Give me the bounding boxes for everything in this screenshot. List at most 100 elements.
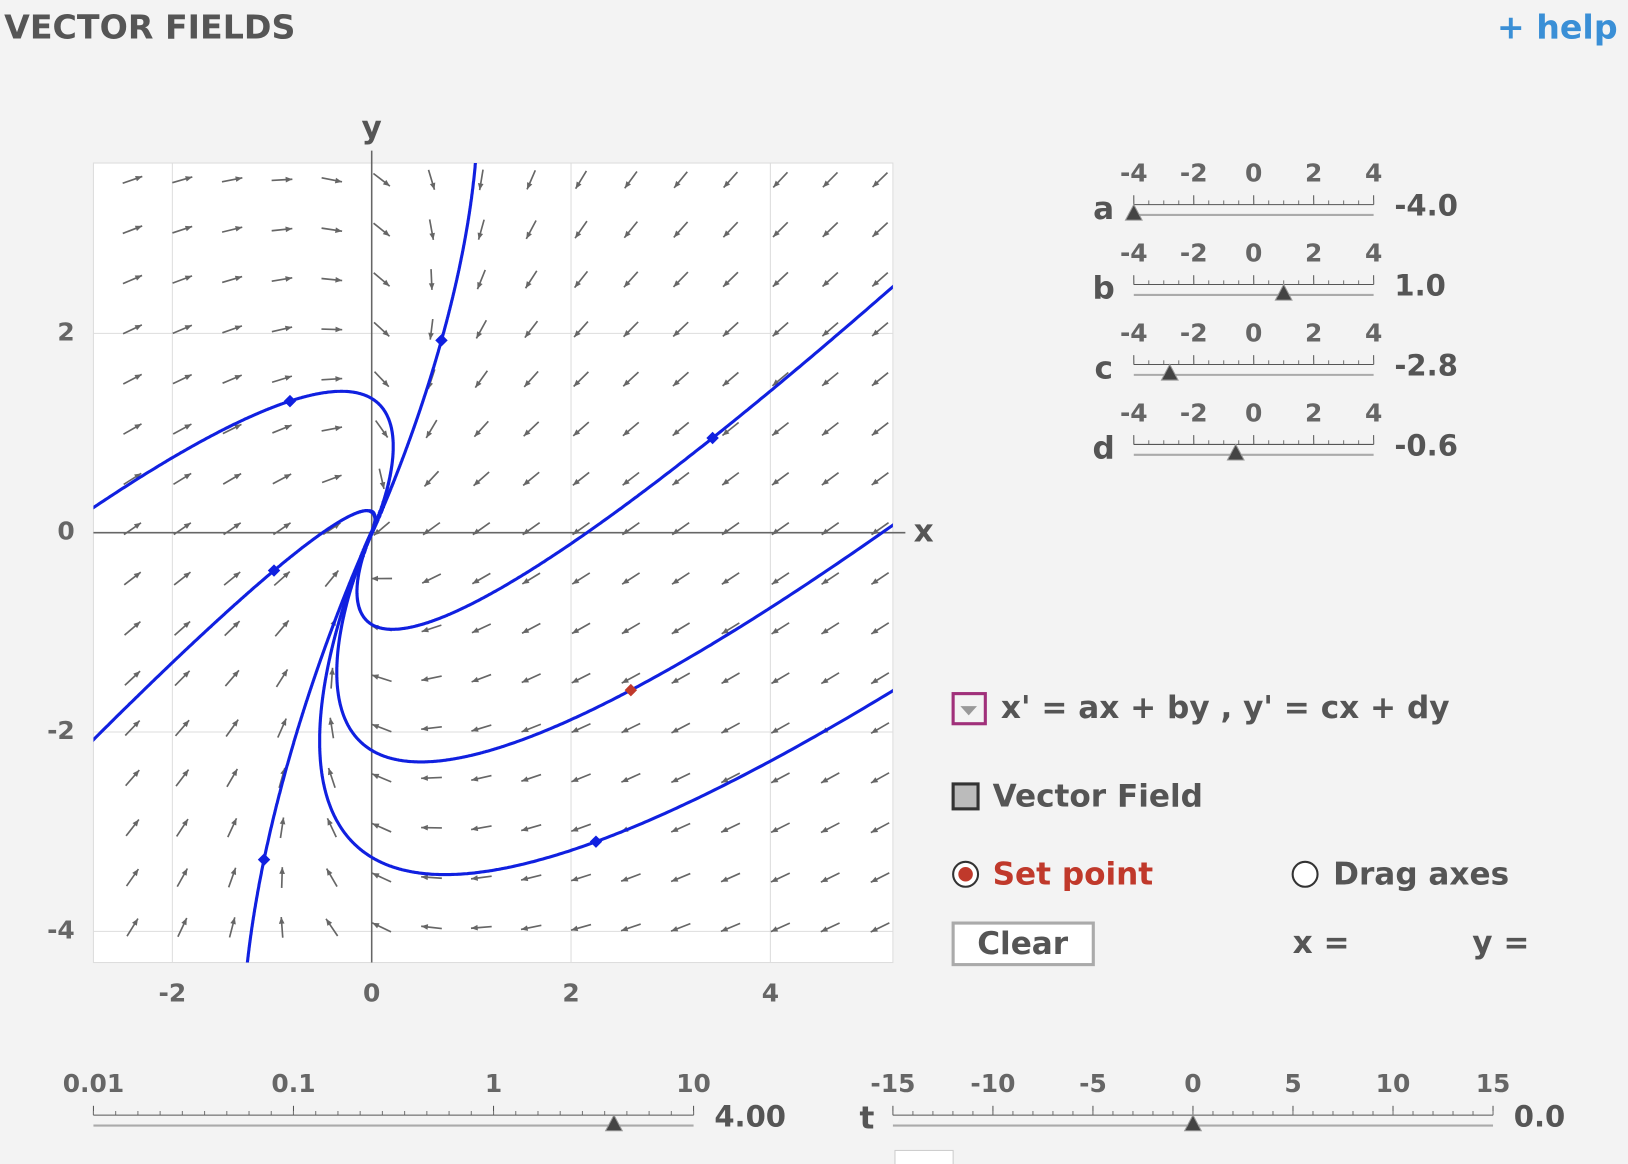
arrow-head <box>721 777 729 783</box>
slider-thumb[interactable] <box>1183 1114 1203 1132</box>
arrow-head <box>722 329 730 337</box>
slider-value: 1.0 <box>1394 269 1445 303</box>
arrow-head <box>382 279 390 287</box>
x-tick-label: -2 <box>159 979 187 1008</box>
arrow-head <box>421 725 429 732</box>
arrow-head <box>185 176 193 182</box>
arrow-head <box>870 926 878 932</box>
arrow-head <box>183 473 192 480</box>
arrow-head <box>283 522 291 529</box>
arrow-head <box>674 180 681 188</box>
arrow-head <box>870 777 879 783</box>
arrow-head <box>771 627 779 634</box>
slider-thumb[interactable] <box>1160 363 1179 381</box>
arrow-head <box>671 876 679 882</box>
vector-field-checkbox[interactable] <box>951 782 980 811</box>
slider-scale-label: 2 <box>1305 158 1322 187</box>
arrow-head <box>572 528 580 535</box>
arrow-head <box>621 776 629 783</box>
y-axis-label: y <box>362 110 382 146</box>
trajectory-point[interactable] <box>283 394 297 408</box>
arrow-head <box>280 718 287 726</box>
arrow-head <box>382 329 390 337</box>
arrow-head <box>624 230 631 238</box>
arrow-head <box>134 423 142 430</box>
arrow-head <box>672 478 680 486</box>
arrow-head <box>477 232 484 240</box>
arrow-head <box>722 379 730 386</box>
slider-scale-label: 0.1 <box>271 1069 315 1098</box>
arrow-head <box>134 225 143 231</box>
arrow-head <box>326 868 333 876</box>
x-axis-label: x <box>914 514 934 550</box>
arrow-head <box>334 177 343 184</box>
slider-scale-label: -2 <box>1180 158 1208 187</box>
arrow-head <box>233 473 242 480</box>
arrow-head <box>821 777 829 783</box>
arrow-head <box>723 180 731 188</box>
arrow-head <box>372 773 380 780</box>
arrow-head <box>621 627 630 634</box>
slider-scale-label: -4 <box>1120 398 1148 427</box>
arrow-head <box>771 826 779 833</box>
arrow-head <box>771 578 779 585</box>
arrow-head <box>421 775 428 781</box>
arrow-head <box>421 874 429 881</box>
slider-thumb[interactable] <box>1124 203 1143 221</box>
slider-thumb[interactable] <box>604 1114 624 1132</box>
arrow-head <box>672 379 680 387</box>
slider-thumb[interactable] <box>1226 443 1245 461</box>
arrow-head <box>822 279 830 287</box>
slider-scale-label: -5 <box>1079 1069 1107 1098</box>
arrow-head <box>670 926 679 932</box>
slider-scale-label: 10 <box>1376 1069 1411 1098</box>
arrow-head <box>820 876 829 883</box>
clear-button[interactable] <box>951 921 1095 967</box>
equation-menu[interactable] <box>951 692 987 726</box>
trajectory-point[interactable] <box>706 431 719 445</box>
arrow-head <box>621 876 629 882</box>
arrow-head <box>671 627 680 634</box>
arrow-head <box>672 528 680 535</box>
arrow-head <box>770 876 779 882</box>
plot-area[interactable] <box>92 162 894 964</box>
vector-field <box>122 169 890 938</box>
arrow-head <box>772 279 780 287</box>
arrow-head <box>721 578 730 585</box>
arrow-head <box>334 474 342 481</box>
trajectory-point[interactable] <box>435 334 448 347</box>
slider-thumb[interactable] <box>1274 283 1293 301</box>
arrow-head <box>623 329 631 337</box>
drag-axes-radio[interactable] <box>1291 860 1319 888</box>
trajectory-point[interactable] <box>624 683 638 697</box>
clear-label: Clear <box>977 926 1069 962</box>
arrow-head <box>822 329 830 337</box>
y-tick-label: 2 <box>57 317 74 346</box>
arrow-head <box>234 375 242 381</box>
arrow-head <box>372 873 380 879</box>
arrow-head <box>284 375 292 381</box>
arrow-head <box>573 379 581 387</box>
slider-scale-label: 10 <box>676 1069 711 1098</box>
arrow-head <box>822 379 830 386</box>
arrow-head <box>423 528 431 535</box>
play-button[interactable] <box>894 1149 954 1164</box>
arrow-head <box>471 875 479 881</box>
arrow-head <box>872 230 880 237</box>
arrow-head <box>134 374 142 380</box>
app-title: VECTOR FIELDS <box>4 8 295 47</box>
arrow-head <box>571 826 579 832</box>
y-tick-label: -4 <box>47 915 75 944</box>
arrow-head <box>871 677 879 684</box>
arrow-head <box>722 528 730 535</box>
help-link[interactable]: + help <box>1497 8 1618 47</box>
trajectory-point[interactable] <box>267 564 281 577</box>
trajectory-point[interactable] <box>589 835 603 848</box>
arrow-head <box>472 577 480 584</box>
arrow-head <box>283 473 292 480</box>
arrow-head <box>327 768 334 776</box>
arrow-head <box>673 280 681 287</box>
arrow-head <box>471 726 479 732</box>
arrow-head <box>822 180 830 188</box>
arrow-head <box>575 181 582 189</box>
